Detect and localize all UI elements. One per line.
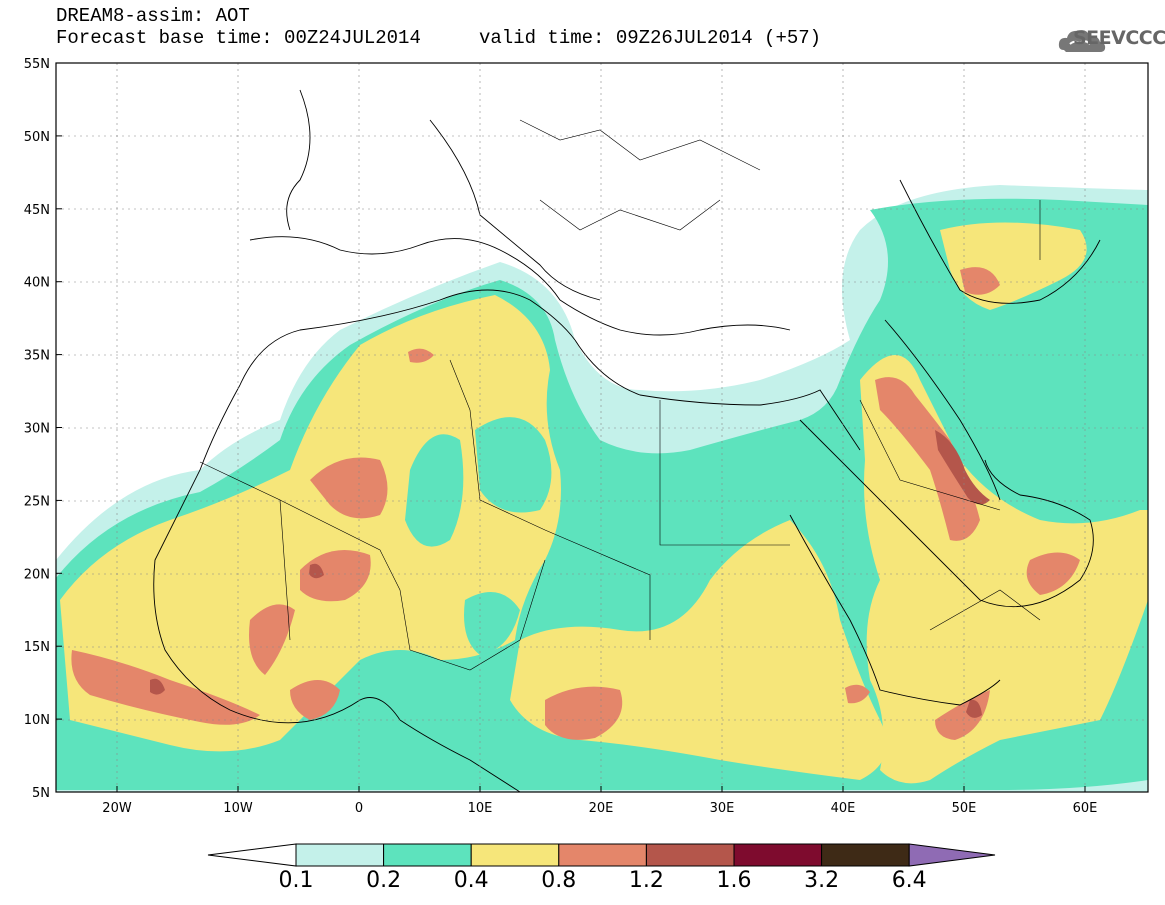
lat-label-5N: 5N [32,786,50,801]
lat-label-25N: 25N [24,494,50,509]
lon-label-50E: 50E [952,801,977,816]
logo-text: SEEVCCC [1073,27,1165,49]
borders [199,119,1041,671]
lat-label-30N: 30N [24,422,50,437]
lat-label-45N: 45N [24,203,50,218]
aot-fields [56,185,1148,792]
lon-label-40E: 40E [831,801,856,816]
lon-label-30E: 30E [710,801,735,816]
lat-label-35N: 35N [24,349,50,364]
colorbar-label: 3.2 [804,868,840,893]
valid-time: valid time: 09Z26JUL2014 (+57) [479,27,822,49]
lat-label-15N: 15N [24,640,50,655]
coastlines [153,89,1101,792]
colorbar-label: 6.4 [891,868,927,893]
graticule [56,63,1148,792]
latitude-labels: 55N 50N 45N 40N 35N 30N 25N 20N 15N 10N 5N [24,57,50,801]
colorbar-label: 1.6 [716,868,752,893]
colorbar-label: 0.2 [366,868,402,893]
forecast-base-time: Forecast base time: 00Z24JUL2014 [56,27,421,49]
colorbar-label: 0.4 [453,868,489,893]
aot-map: 55N 50N 45N 40N 35N 30N 25N 20N 15N 10N 5N 20W 10W 0… [24,57,1149,816]
lon-label-20W: 20W [102,801,132,816]
cloud-icon [1058,30,1106,52]
lat-label-20N: 20N [24,567,50,582]
longitude-labels: 20W 10W 0 10E 20E 30E 40E 50E 60E [102,801,1097,816]
lon-label-20E: 20E [589,801,614,816]
lon-label-0: 0 [355,801,363,816]
colorbar-label: 0.1 [278,868,314,893]
lat-label-10N: 10N [24,713,50,728]
lat-label-55N: 55N [24,57,50,72]
lat-label-50N: 50N [24,130,50,145]
lon-label-60E: 60E [1073,801,1098,816]
lat-label-40N: 40N [24,276,50,291]
lon-label-10E: 10E [468,801,493,816]
colorbar-label: 1.2 [628,868,664,893]
colorbar-label: 0.8 [541,868,577,893]
lon-label-10W: 10W [223,801,253,816]
map-title: DREAM8-assim: AOT [56,5,250,27]
